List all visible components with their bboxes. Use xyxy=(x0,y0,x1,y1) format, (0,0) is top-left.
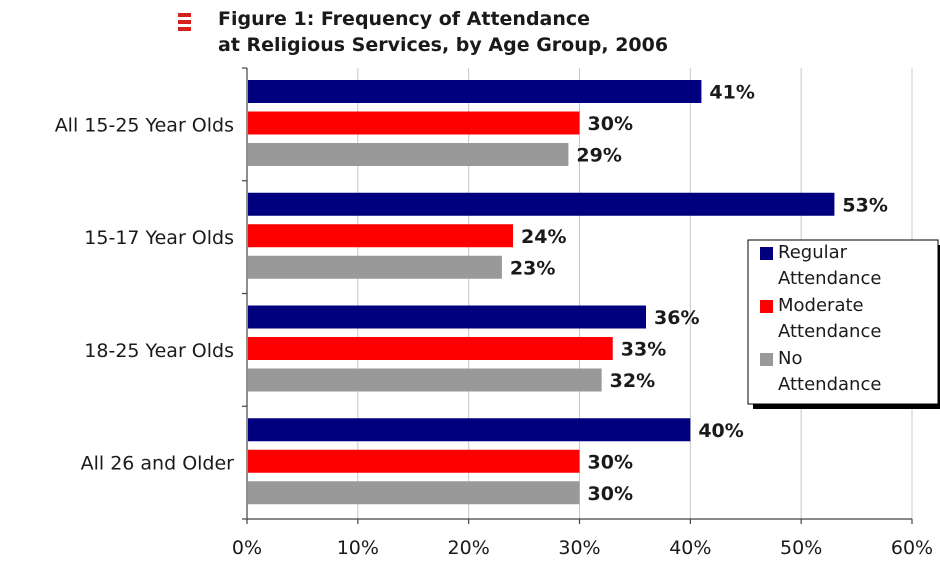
bar xyxy=(248,481,580,505)
bar xyxy=(248,449,580,473)
x-tick-label: 10% xyxy=(337,537,379,559)
legend-label: Attendance xyxy=(778,321,881,342)
category-labels: All 15-25 Year Olds 15-17 Year Olds 18-25 … xyxy=(55,114,234,474)
data-label: 40% xyxy=(698,420,743,442)
bar xyxy=(248,192,835,216)
legend-label: Moderate xyxy=(778,295,864,316)
data-label: 32% xyxy=(610,370,655,392)
bars xyxy=(248,80,835,505)
category-label: 18-25 Year Olds xyxy=(84,340,234,362)
data-label: 23% xyxy=(510,257,555,279)
bar xyxy=(248,305,646,329)
category-label: All 15-25 Year Olds xyxy=(55,114,234,136)
legend-swatch xyxy=(760,353,773,366)
legend-label: Regular xyxy=(778,242,848,263)
data-label: 24% xyxy=(521,226,566,248)
data-label: 30% xyxy=(588,451,633,473)
legend-swatch xyxy=(760,300,773,313)
legend-label: Attendance xyxy=(778,374,881,395)
x-tick-label: 30% xyxy=(558,537,600,559)
bar xyxy=(248,337,613,360)
data-label: 53% xyxy=(842,194,887,216)
legend: Regular Attendance Moderate Attendance No Att… xyxy=(747,239,940,409)
x-tick-label: 60% xyxy=(891,537,933,559)
legend-label: Attendance xyxy=(778,268,881,289)
chart-title: Figure 1: Frequency of Attendance at Rel… xyxy=(218,6,668,58)
category-label: 15-17 Year Olds xyxy=(84,227,234,249)
axes xyxy=(242,67,913,524)
x-tick-label: 50% xyxy=(780,537,822,559)
chart-title-line-1: Figure 1: Frequency of Attendance xyxy=(218,8,591,30)
x-tick-label: 0% xyxy=(232,537,262,559)
bar xyxy=(248,368,602,392)
bar xyxy=(248,255,502,279)
bar xyxy=(248,418,691,442)
bar xyxy=(248,80,702,103)
bar xyxy=(248,143,569,166)
legend-box xyxy=(747,239,939,405)
data-label: 36% xyxy=(654,307,699,329)
title-bullet-icon xyxy=(178,13,191,31)
data-label: 29% xyxy=(576,145,621,167)
data-labels: 41% 30% 29% 53% 24% 23% 36% 33% 32% 40% 30% 30% xyxy=(510,82,888,505)
tick-labels: 0% 10% 20% 30% 40% 50% 60% xyxy=(232,537,933,559)
category-label: All 26 and Older xyxy=(81,453,235,475)
legend-swatch xyxy=(760,247,773,260)
data-label: 41% xyxy=(709,82,754,104)
bar xyxy=(248,111,580,135)
x-tick-label: 40% xyxy=(669,537,711,559)
data-label: 33% xyxy=(621,339,666,361)
data-label: 30% xyxy=(588,113,633,135)
x-tick-label: 20% xyxy=(448,537,490,559)
chart-title-line-2: at Religious Services, by Age Group, 200… xyxy=(218,34,669,56)
legend-label: No xyxy=(778,348,802,369)
bar xyxy=(248,224,513,248)
data-label: 30% xyxy=(588,483,633,505)
